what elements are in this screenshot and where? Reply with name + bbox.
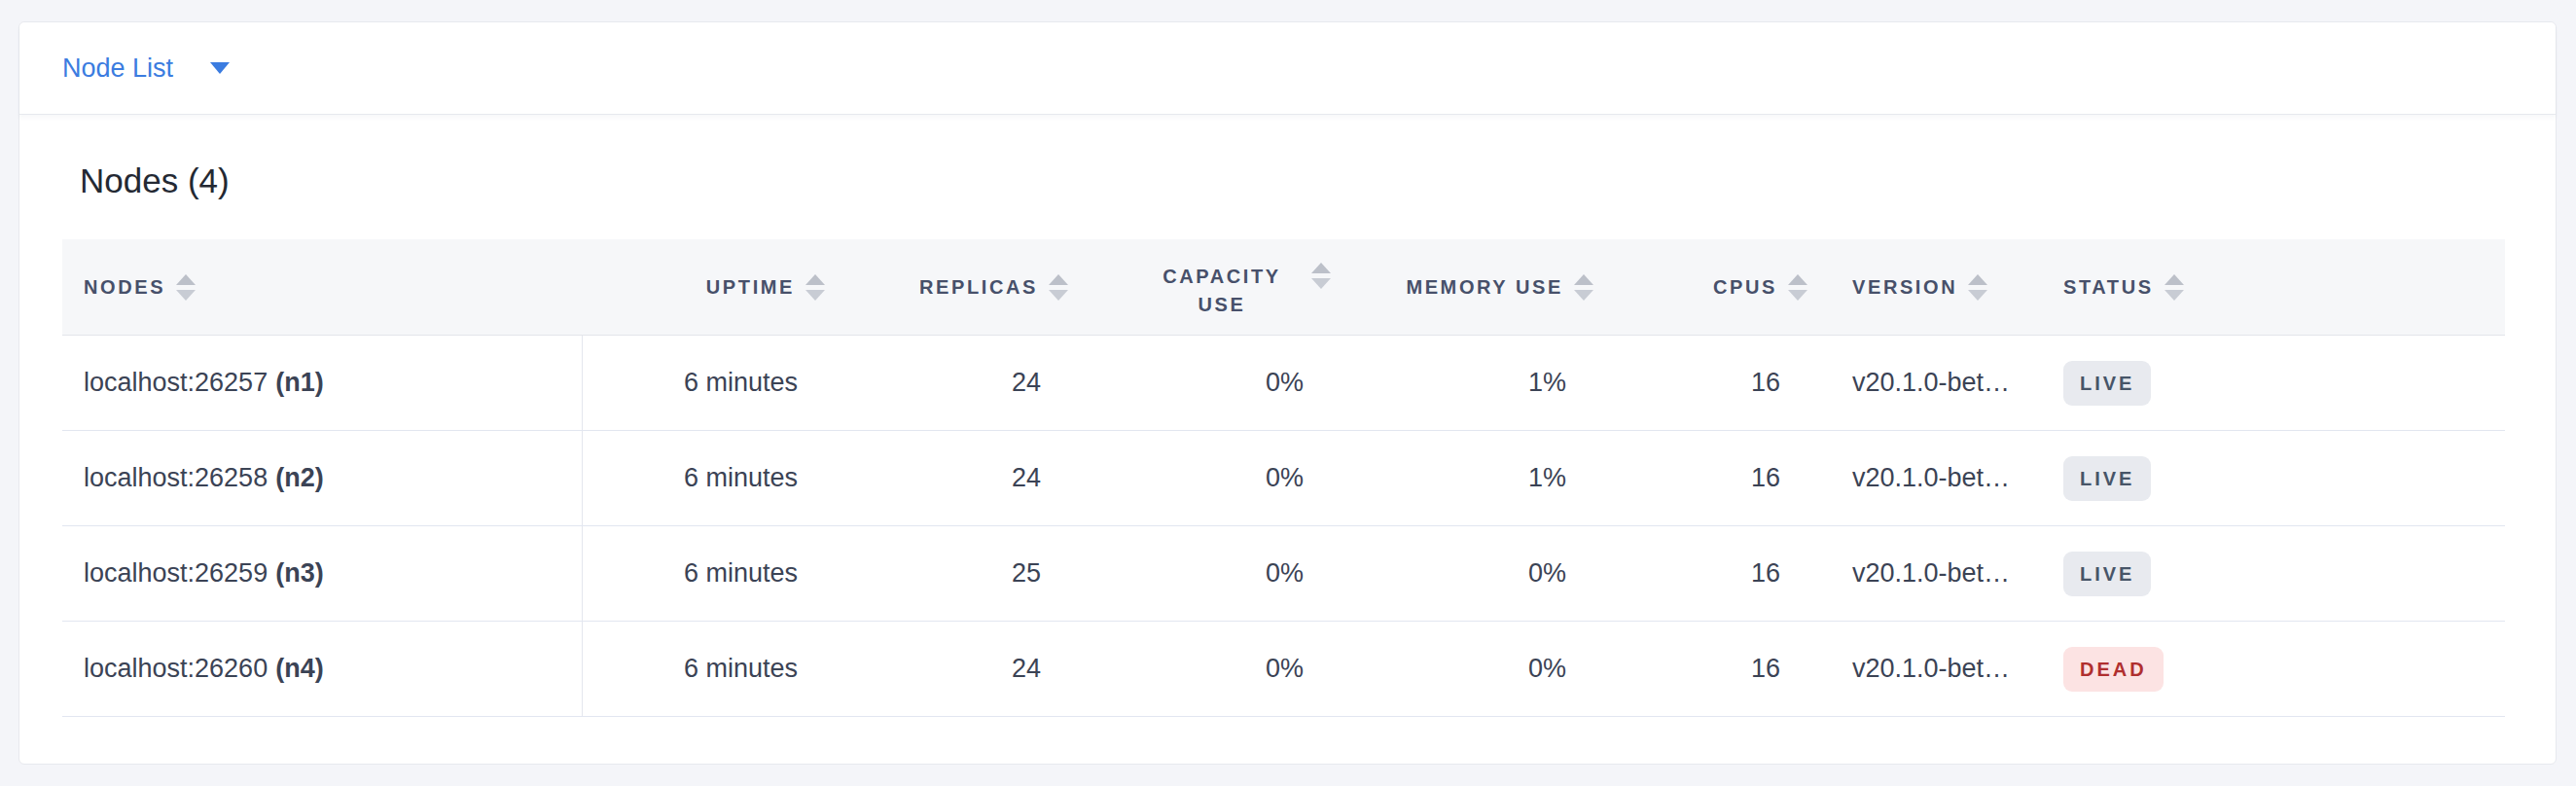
column-header-capacity-use[interactable]: CAPACITY USE xyxy=(1082,239,1344,336)
node-list-card: Node List Nodes (4) NODES xyxy=(18,21,2557,765)
status-badge: LIVE xyxy=(2063,552,2151,596)
replicas-cell: 24 xyxy=(839,622,1082,717)
sort-arrows-icon xyxy=(1049,274,1068,301)
capacity-use-cell: 0% xyxy=(1082,622,1344,717)
column-header-replicas[interactable]: REPLICAS xyxy=(839,239,1082,336)
status-cell: LIVE xyxy=(2050,336,2505,431)
version-cell: v20.1.0-bet… xyxy=(1821,526,2050,622)
nodes-panel: Nodes (4) NODES UPTIME xyxy=(19,161,2556,764)
cpus-cell: 16 xyxy=(1607,431,1821,526)
memory-use-cell: 1% xyxy=(1344,336,1607,431)
node-id: (n2) xyxy=(275,463,324,492)
uptime-cell: 6 minutes xyxy=(582,336,839,431)
column-header-version[interactable]: VERSION xyxy=(1821,239,2050,336)
status-badge: LIVE xyxy=(2063,361,2151,406)
node-id: (n4) xyxy=(275,654,324,683)
column-header-status[interactable]: STATUS xyxy=(2050,239,2505,336)
version-cell: v20.1.0-bet… xyxy=(1821,336,2050,431)
column-header-nodes[interactable]: NODES xyxy=(62,239,582,336)
sort-arrows-icon xyxy=(1574,274,1593,301)
node-id: (n3) xyxy=(275,558,324,588)
sort-arrows-icon xyxy=(1311,263,1331,289)
node-address-cell: localhost:26257(n1) xyxy=(62,336,582,431)
memory-use-cell: 0% xyxy=(1344,622,1607,717)
sort-arrows-icon xyxy=(1788,274,1807,301)
status-cell: LIVE xyxy=(2050,526,2505,622)
version-cell: v20.1.0-bet… xyxy=(1821,431,2050,526)
status-badge: LIVE xyxy=(2063,456,2151,501)
view-dropdown-label: Node List xyxy=(62,54,173,84)
nodes-table: NODES UPTIME REPLICAS xyxy=(62,239,2505,717)
cpus-cell: 16 xyxy=(1607,336,1821,431)
uptime-cell: 6 minutes xyxy=(582,526,839,622)
table-row: localhost:26260(n4) 6 minutes 24 0% 0% 1… xyxy=(62,622,2505,717)
memory-use-cell: 1% xyxy=(1344,431,1607,526)
node-address-cell: localhost:26260(n4) xyxy=(62,622,582,717)
column-header-cpus[interactable]: CPUS xyxy=(1607,239,1821,336)
caret-down-icon xyxy=(210,62,230,74)
node-address-cell: localhost:26258(n2) xyxy=(62,431,582,526)
view-selector-bar: Node List xyxy=(19,22,2556,115)
page-title: Nodes (4) xyxy=(80,161,2505,200)
replicas-cell: 25 xyxy=(839,526,1082,622)
sort-arrows-icon xyxy=(1968,274,1987,301)
column-header-memory-use[interactable]: MEMORY USE xyxy=(1344,239,1607,336)
node-address-cell: localhost:26259(n3) xyxy=(62,526,582,622)
version-cell: v20.1.0-bet… xyxy=(1821,622,2050,717)
replicas-cell: 24 xyxy=(839,431,1082,526)
sort-arrows-icon xyxy=(805,274,825,301)
status-cell: DEAD xyxy=(2050,622,2505,717)
table-header-row: NODES UPTIME REPLICAS xyxy=(62,239,2505,336)
status-cell: LIVE xyxy=(2050,431,2505,526)
view-dropdown[interactable]: Node List xyxy=(62,54,230,84)
column-header-uptime[interactable]: UPTIME xyxy=(582,239,839,336)
uptime-cell: 6 minutes xyxy=(582,431,839,526)
sort-arrows-icon xyxy=(2165,274,2184,301)
table-row: localhost:26259(n3) 6 minutes 25 0% 0% 1… xyxy=(62,526,2505,622)
sort-arrows-icon xyxy=(176,274,196,301)
capacity-use-cell: 0% xyxy=(1082,431,1344,526)
replicas-cell: 24 xyxy=(839,336,1082,431)
cpus-cell: 16 xyxy=(1607,526,1821,622)
cpus-cell: 16 xyxy=(1607,622,1821,717)
uptime-cell: 6 minutes xyxy=(582,622,839,717)
capacity-use-cell: 0% xyxy=(1082,336,1344,431)
table-row: localhost:26257(n1) 6 minutes 24 0% 1% 1… xyxy=(62,336,2505,431)
node-id: (n1) xyxy=(275,368,324,397)
status-badge: DEAD xyxy=(2063,647,2164,692)
memory-use-cell: 0% xyxy=(1344,526,1607,622)
table-row: localhost:26258(n2) 6 minutes 24 0% 1% 1… xyxy=(62,431,2505,526)
capacity-use-cell: 0% xyxy=(1082,526,1344,622)
